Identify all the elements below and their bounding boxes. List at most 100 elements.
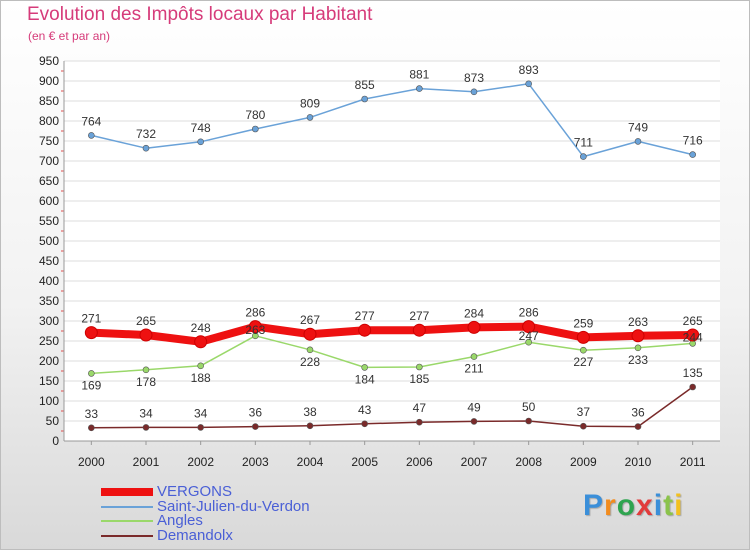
data-point-demandolx <box>252 423 259 430</box>
data-label-angles: 211 <box>464 362 483 376</box>
data-point-vergons <box>467 320 481 334</box>
series-line-angles <box>91 335 693 375</box>
logo-letter: t <box>663 489 675 522</box>
data-label-angles: 184 <box>355 372 375 386</box>
data-point-saint-julien-du-verdon <box>197 138 204 146</box>
data-point-saint-julien-du-verdon <box>416 85 423 92</box>
data-label-demandolx: 36 <box>631 406 645 420</box>
data-point-vergons <box>248 320 262 334</box>
data-point-angles <box>525 338 532 346</box>
x-tick-label: 2011 <box>680 455 706 469</box>
series-line-saint-julien-du-verdon <box>91 83 693 158</box>
legend-label: Demandolx <box>157 526 233 544</box>
data-label-vergons: 277 <box>355 309 375 323</box>
data-point-vergons <box>358 323 372 337</box>
data-label-saint-julien-du-verdon: 893 <box>519 63 539 77</box>
data-label-demandolx: 34 <box>139 406 153 420</box>
data-label-demandolx: 38 <box>303 405 317 419</box>
data-label-angles: 188 <box>191 371 211 385</box>
legend-label: VERGONS <box>157 483 233 500</box>
data-label-vergons: 284 <box>464 306 484 320</box>
y-tick-label: 900 <box>39 74 59 88</box>
data-label-vergons: 286 <box>519 306 539 320</box>
data-label-saint-julien-du-verdon: 881 <box>409 68 429 82</box>
data-label-saint-julien-du-verdon: 764 <box>81 114 101 128</box>
data-point-saint-julien-du-verdon <box>252 125 259 133</box>
data-label-saint-julien-du-verdon: 855 <box>355 78 375 92</box>
logo-letter: o <box>616 489 637 522</box>
data-point-demandolx <box>361 420 368 428</box>
logo-letter: i <box>653 489 664 522</box>
y-tick-label: 100 <box>39 394 59 408</box>
data-label-angles: 227 <box>573 355 593 369</box>
series-line-demandolx <box>91 386 694 429</box>
data-point-angles <box>88 370 95 377</box>
data-point-vergons <box>631 329 645 343</box>
chart-title: Evolution des Impôts locaux par Habitant <box>27 4 373 25</box>
x-tick-label: 2007 <box>461 455 488 469</box>
plot-area <box>64 61 720 441</box>
data-label-saint-julien-du-verdon: 711 <box>574 136 593 150</box>
data-labels: 271 265 248 286 267 277 277 284 286 259 263 265 764 7… <box>81 63 703 421</box>
data-label-demandolx: 34 <box>194 406 208 420</box>
legend-swatch <box>101 488 153 496</box>
data-point-vergons <box>522 320 536 334</box>
data-label-vergons: 286 <box>245 306 265 320</box>
data-point-angles <box>470 353 478 360</box>
y-tick-label: 250 <box>39 334 59 348</box>
data-point-demandolx <box>142 424 150 431</box>
logo-letter: i <box>674 489 684 522</box>
y-tick-label: 300 <box>39 314 59 328</box>
data-label-saint-julien-du-verdon: 780 <box>245 108 265 122</box>
series-layer <box>84 80 700 432</box>
x-tick-label: 2009 <box>570 455 597 469</box>
legend-swatch <box>101 520 153 522</box>
data-point-vergons <box>139 328 153 342</box>
data-point-angles <box>142 366 150 374</box>
data-label-vergons: 248 <box>191 321 211 335</box>
data-label-angles: 228 <box>300 355 320 369</box>
data-point-vergons <box>686 328 700 342</box>
data-point-demandolx <box>416 418 423 426</box>
data-label-demandolx: 37 <box>577 405 591 419</box>
data-point-demandolx <box>197 424 204 431</box>
x-tick-label: 2003 <box>242 455 269 469</box>
legend-label: Saint-Julien-du-Verdon <box>157 497 310 515</box>
data-point-saint-julien-du-verdon <box>634 138 642 145</box>
data-label-angles: 263 <box>245 323 265 337</box>
x-tick-label: 2004 <box>297 455 324 469</box>
data-label-saint-julien-du-verdon: 732 <box>136 127 156 141</box>
y-tick-label: 0 <box>52 434 59 448</box>
data-point-demandolx <box>689 383 696 391</box>
x-tick-label: 2005 <box>351 455 378 469</box>
data-label-vergons: 271 <box>81 312 101 326</box>
series-line-vergons <box>91 322 693 346</box>
data-point-demandolx <box>634 423 642 430</box>
data-label-saint-julien-du-verdon: 716 <box>683 134 703 148</box>
logo-letter: r <box>604 489 617 522</box>
data-label-vergons: 265 <box>683 314 703 328</box>
data-point-demandolx <box>580 422 587 430</box>
data-label-demandolx: 49 <box>467 400 481 414</box>
x-tick-label: 2006 <box>406 455 433 469</box>
grid <box>64 60 720 442</box>
y-tick-label: 350 <box>39 294 59 308</box>
data-label-vergons: 263 <box>628 315 648 329</box>
data-point-demandolx <box>88 424 95 432</box>
data-label-saint-julien-du-verdon: 748 <box>191 121 211 135</box>
data-point-vergons <box>412 323 426 337</box>
data-point-angles <box>361 364 368 371</box>
y-tick-label: 600 <box>39 194 59 208</box>
data-label-angles: 185 <box>409 372 429 386</box>
data-point-saint-julien-du-verdon <box>525 80 532 88</box>
axes: 0501001502002503003504004505005506006507… <box>39 54 720 469</box>
x-tick-label: 2010 <box>625 455 652 469</box>
data-label-angles: 247 <box>519 329 539 343</box>
data-label-demandolx: 135 <box>683 366 703 380</box>
data-label-angles: 233 <box>628 353 648 367</box>
data-point-saint-julien-du-verdon <box>689 151 696 158</box>
data-label-vergons: 259 <box>573 316 593 330</box>
data-point-vergons <box>576 330 590 344</box>
